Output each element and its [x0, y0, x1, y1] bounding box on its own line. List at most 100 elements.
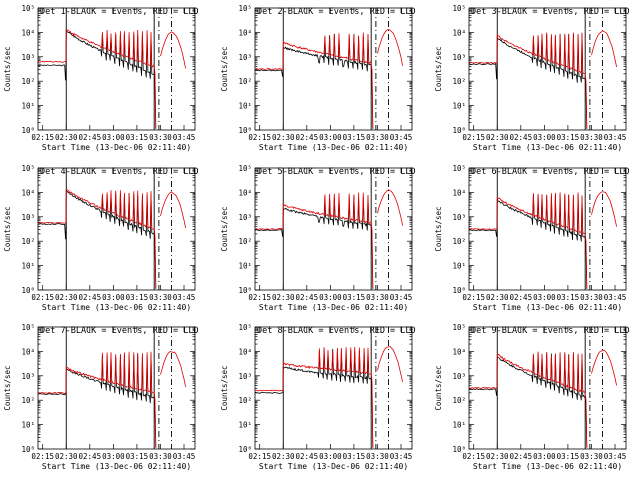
x-tick-label: 02:30: [486, 133, 509, 142]
y-axis-label: Counts/sec: [3, 206, 12, 251]
y-tick-label: 10⁵: [452, 164, 466, 173]
chart-title: Det 2-BLACK = Events, RED = LLD: [257, 7, 416, 17]
y-tick-label: 10¹: [238, 262, 252, 271]
y-axis-label: Counts/sec: [434, 46, 443, 91]
y-tick-label: 10³: [238, 53, 252, 62]
plot-frame: [37, 326, 196, 450]
x-tick-label: 02:15: [462, 293, 485, 302]
y-tick-label: 10²: [452, 77, 466, 86]
y-axis-label: Counts/sec: [220, 46, 229, 91]
y-tick-label: 10⁴: [21, 347, 35, 356]
x-axis-label: Start Time (13-Dec-06 02:11:40): [473, 143, 622, 152]
x-tick-label: 03:00: [533, 133, 556, 142]
x-tick-label: 03:15: [126, 452, 149, 461]
lld-series-line: [37, 351, 157, 448]
y-tick-label: 10⁴: [238, 188, 252, 197]
y-tick-label: 10¹: [452, 421, 466, 430]
y-tick-label: 10⁰: [238, 126, 252, 135]
chart-title: Det 4-BLACK = Events, RED = LLD: [40, 167, 199, 177]
x-tick-label: 03:30: [149, 293, 172, 302]
y-tick-label: 10³: [21, 213, 35, 222]
y-tick-label: 10¹: [21, 421, 35, 430]
x-axis-label: Start Time (13-Dec-06 02:11:40): [42, 462, 191, 471]
x-tick-label: 03:30: [580, 133, 603, 142]
lld-peak-segment: [377, 345, 403, 382]
x-tick-label: 02:45: [79, 133, 102, 142]
lld-peak-segment: [160, 351, 186, 387]
y-tick-label: 10³: [238, 213, 252, 222]
y-tick-label: 10⁰: [21, 445, 35, 454]
detector-1-chart: Det 1-BLACK = Events, RED = LLD Counts/se…: [3, 4, 199, 152]
chart-title: Det 6-BLACK = Events, RED = LLD: [471, 167, 630, 177]
plot-frame: [254, 326, 413, 450]
x-tick-label: 03:45: [604, 133, 627, 142]
x-tick-label: 03:15: [343, 452, 366, 461]
chart-title: Det 1-BLACK = Events, RED = LLD: [40, 7, 199, 17]
y-tick-label: 10¹: [21, 262, 35, 271]
y-tick-label: 10²: [238, 237, 252, 246]
lld-series-line: [254, 192, 374, 289]
lld-peak-segment: [591, 191, 617, 227]
x-tick-label: 02:45: [79, 293, 102, 302]
y-tick-label: 10⁰: [452, 126, 466, 135]
y-tick-label: 10²: [21, 396, 35, 405]
x-tick-label: 02:30: [486, 293, 509, 302]
y-tick-label: 10⁴: [452, 28, 466, 37]
lld-peak-segment: [160, 31, 186, 69]
plot-frame: [254, 7, 413, 131]
y-tick-label: 10³: [452, 53, 466, 62]
lld-series-line: [254, 32, 374, 129]
detector-6-chart: Det 6-BLACK = Events, RED = LLD Counts/se…: [434, 164, 630, 312]
y-tick-label: 10⁵: [238, 323, 252, 332]
x-tick-label: 02:15: [31, 452, 54, 461]
y-tick-label: 10³: [452, 372, 466, 381]
y-tick-label: 10⁵: [452, 323, 466, 332]
x-tick-label: 02:30: [55, 133, 78, 142]
lld-series-line: [468, 192, 588, 289]
y-axis-label: Counts/sec: [434, 365, 443, 410]
y-tick-label: 10¹: [238, 102, 252, 111]
x-tick-label: 03:30: [149, 133, 172, 142]
lld-series-line: [468, 32, 588, 129]
x-tick-label: 02:15: [248, 133, 271, 142]
y-tick-label: 10⁵: [238, 4, 252, 13]
y-tick-label: 10²: [452, 396, 466, 405]
x-tick-label: 03:15: [343, 133, 366, 142]
x-tick-label: 02:15: [31, 293, 54, 302]
y-tick-label: 10⁰: [452, 286, 466, 295]
plot-frame: [37, 7, 196, 131]
y-axis-label: Counts/sec: [220, 206, 229, 251]
y-tick-label: 10²: [21, 237, 35, 246]
y-axis-label: Counts/sec: [3, 365, 12, 410]
x-tick-label: 02:30: [272, 133, 295, 142]
x-tick-label: 03:00: [102, 452, 125, 461]
x-axis-label: Start Time (13-Dec-06 02:11:40): [259, 462, 408, 471]
x-axis-label: Start Time (13-Dec-06 02:11:40): [42, 303, 191, 312]
x-tick-label: 03:00: [102, 133, 125, 142]
y-tick-label: 10²: [238, 396, 252, 405]
y-tick-label: 10²: [452, 237, 466, 246]
x-tick-label: 02:30: [486, 452, 509, 461]
plot-frame: [254, 167, 413, 291]
x-tick-label: 03:30: [580, 452, 603, 461]
x-tick-label: 02:30: [272, 293, 295, 302]
x-tick-label: 03:15: [557, 293, 580, 302]
x-tick-label: 03:15: [557, 452, 580, 461]
detector-9-chart: Det 9-BLACK = Events, RED = LLD Counts/se…: [434, 323, 630, 471]
x-tick-label: 03:30: [149, 452, 172, 461]
x-tick-label: 03:45: [390, 452, 413, 461]
lld-peak-segment: [377, 29, 403, 66]
detector-2-chart: Det 2-BLACK = Events, RED = LLD Counts/se…: [220, 4, 416, 152]
y-tick-label: 10²: [238, 77, 252, 86]
y-tick-label: 10⁴: [238, 28, 252, 37]
x-tick-label: 03:45: [173, 452, 196, 461]
y-tick-label: 10⁴: [452, 188, 466, 197]
x-tick-label: 02:45: [296, 452, 319, 461]
y-tick-label: 10⁵: [21, 164, 35, 173]
x-tick-label: 02:15: [462, 452, 485, 461]
x-tick-label: 02:45: [296, 133, 319, 142]
x-tick-label: 03:00: [319, 452, 342, 461]
chart-title: Det 7-BLACK = Events, RED = LLD: [40, 326, 199, 336]
